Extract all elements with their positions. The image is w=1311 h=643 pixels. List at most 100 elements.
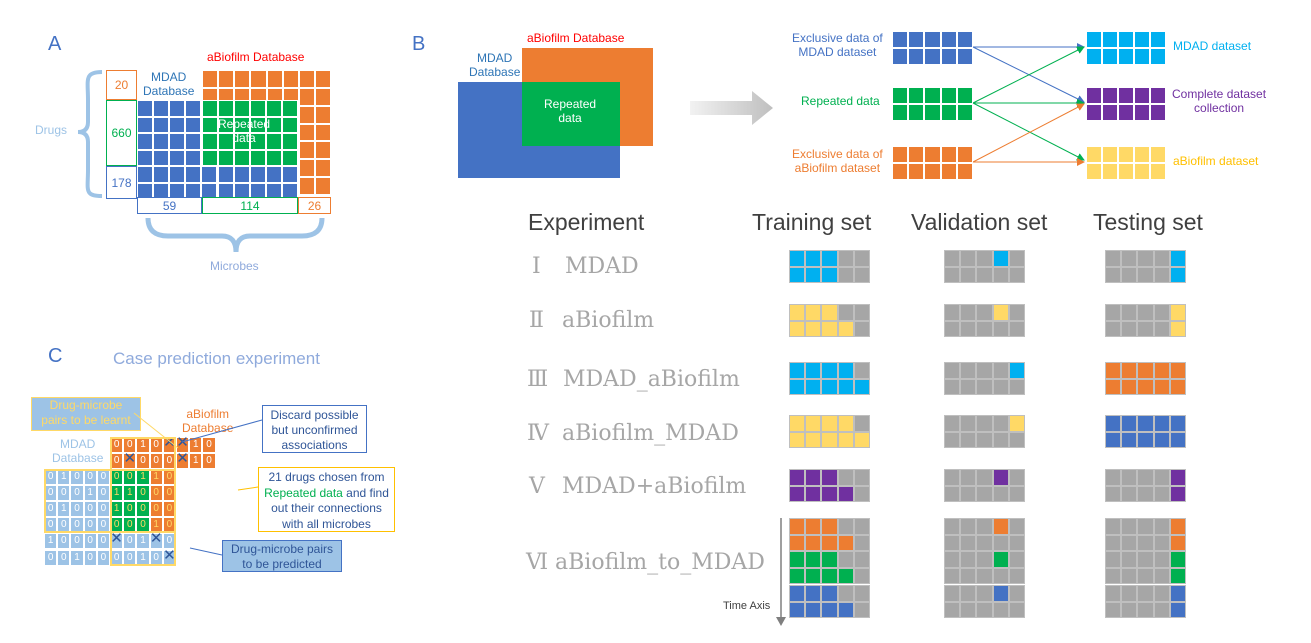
grid-cell xyxy=(1118,163,1134,180)
grid-cell xyxy=(1153,567,1170,584)
header-validation: Validation set xyxy=(911,209,1048,235)
grid-cell xyxy=(944,431,961,448)
grid-cell xyxy=(960,415,977,432)
matrix-cell: 0 xyxy=(162,533,176,550)
experiment-train-grid xyxy=(789,551,870,584)
grid-cell xyxy=(218,133,234,150)
exp-num-6: Ⅵ xyxy=(526,550,549,575)
matrix-cell: 1 xyxy=(44,533,58,550)
grid-cell xyxy=(789,304,806,321)
grid-cell xyxy=(960,250,977,267)
grid-cell xyxy=(992,304,1009,321)
matrix-cell: 0 xyxy=(136,453,150,470)
experiment-val-grid xyxy=(944,518,1025,551)
grid-cell xyxy=(940,48,957,65)
grid-cell xyxy=(960,362,977,379)
grid-cell xyxy=(1169,320,1186,337)
grid-cell xyxy=(805,250,822,267)
grid-cell xyxy=(1121,362,1138,379)
drug-count-660: 660 xyxy=(106,100,137,166)
grid-cell xyxy=(821,551,838,568)
grid-cell xyxy=(821,469,838,486)
grid-cell xyxy=(314,177,331,195)
grid-cell xyxy=(1086,104,1102,121)
target-label-complete: Complete dataset collection xyxy=(1172,87,1267,115)
grid-cell xyxy=(944,250,961,267)
grid-cell xyxy=(1137,485,1154,502)
matrix-cell: 0 xyxy=(136,501,150,518)
grid-cell xyxy=(892,104,909,121)
panel-a-abiofilm-label: aBiofilm Database xyxy=(207,50,305,64)
grid-cell xyxy=(1137,585,1154,602)
microbes-label: Microbes xyxy=(210,259,259,273)
matrix-cell: 0 xyxy=(57,485,71,502)
grid-cell xyxy=(960,485,977,502)
grid-cell xyxy=(250,100,266,117)
grid-cell xyxy=(137,149,154,166)
experiment-test-grid xyxy=(1105,469,1186,502)
matrix-cell: 0 xyxy=(96,485,110,502)
grid-cell xyxy=(976,320,993,337)
grid-cell xyxy=(1153,469,1170,486)
matrix-cell: 1 xyxy=(189,453,203,470)
grid-cell xyxy=(1105,567,1122,584)
grid-cell xyxy=(281,166,298,183)
grid-cell xyxy=(1008,485,1025,502)
predicted-connector xyxy=(189,547,223,556)
grid-cell xyxy=(1153,320,1170,337)
grid-cell xyxy=(1134,163,1150,180)
grid-cell xyxy=(1153,266,1170,283)
grid-cell xyxy=(1086,163,1102,180)
time-axis-arrowhead xyxy=(776,617,786,626)
grid-cell xyxy=(1150,87,1166,104)
grid-cell xyxy=(853,266,870,283)
grid-cell xyxy=(853,585,870,602)
grid-cell xyxy=(218,149,234,166)
grid-cell xyxy=(185,133,202,150)
grid-cell xyxy=(837,415,854,432)
grid-cell xyxy=(853,431,870,448)
grid-cell xyxy=(137,166,154,183)
grid-cell xyxy=(1008,469,1025,486)
grid-cell xyxy=(1153,415,1170,432)
grid-cell xyxy=(821,320,838,337)
grid-cell xyxy=(1137,534,1154,551)
grid-cell xyxy=(1121,551,1138,568)
grid-cell xyxy=(1137,304,1154,321)
grid-cell xyxy=(1008,362,1025,379)
experiment-train-grid xyxy=(789,415,870,448)
grid-cell xyxy=(314,141,331,160)
panel-c-mdad-label: MDAD Database xyxy=(52,437,104,465)
grid-cell xyxy=(185,100,202,117)
grid-cell xyxy=(805,378,822,395)
exp-name-3: MDAD_aBiofilm xyxy=(563,367,740,392)
microbes-brace xyxy=(145,217,325,253)
grid-cell xyxy=(976,585,993,602)
grid-cell xyxy=(908,104,925,121)
grid-cell xyxy=(944,585,961,602)
grid-cell xyxy=(1134,146,1150,163)
grid-cell xyxy=(1008,567,1025,584)
grid-cell xyxy=(1118,31,1134,48)
grid-cell xyxy=(908,87,925,104)
grid-cell xyxy=(940,31,957,48)
experiment-train-grid xyxy=(789,250,870,283)
grid-cell xyxy=(1105,320,1122,337)
grid-cell xyxy=(1102,146,1118,163)
grid-cell xyxy=(1121,415,1138,432)
grid-cell xyxy=(233,166,250,183)
grid-cell xyxy=(1137,469,1154,486)
exp-num-2: Ⅱ xyxy=(529,308,544,333)
grid-cell xyxy=(956,48,973,65)
chosen-note-repeated: Repeated data xyxy=(264,485,343,500)
grid-cell xyxy=(853,320,870,337)
grid-cell xyxy=(201,166,218,183)
grid-cell xyxy=(1008,250,1025,267)
grid-cell xyxy=(153,166,170,183)
grid-cell xyxy=(892,146,909,163)
grid-cell xyxy=(853,601,870,618)
grid-cell xyxy=(940,87,957,104)
grid-cell xyxy=(944,518,961,535)
grid-cell xyxy=(1105,485,1122,502)
